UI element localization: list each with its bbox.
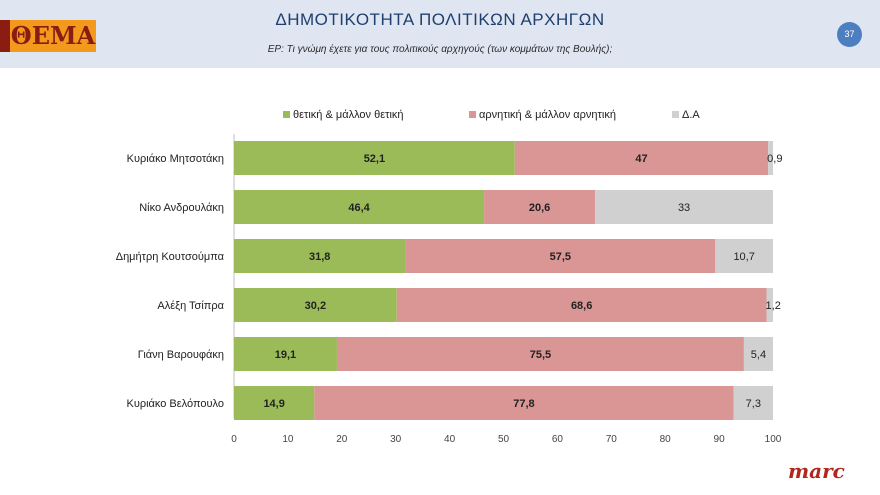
- logo-text: ΘΕΜΑ: [10, 21, 96, 50]
- category-label: Γιάνη Βαρουφάκη: [138, 349, 224, 361]
- question-subtitle: ΕΡ: Τι γνώμη έχετε για τους πολιτικούς α…: [267, 44, 613, 55]
- x-tick-label: 80: [660, 434, 672, 445]
- data-label: 77,8: [513, 398, 534, 410]
- bar-segment: [405, 239, 716, 273]
- data-label: 10,7: [733, 251, 754, 263]
- logo-side-stripe: [0, 20, 10, 52]
- bar-segment: [768, 141, 773, 175]
- data-label: 0,9: [767, 153, 782, 165]
- data-label: 30,2: [305, 300, 326, 312]
- legend-swatch: [283, 111, 290, 118]
- x-tick-label: 70: [606, 434, 618, 445]
- bar-segment: [234, 386, 315, 420]
- legend-swatch: [469, 111, 476, 118]
- bar-segment: [484, 190, 596, 224]
- page-title: ΔΗΜΟΤΙΚΟΤΗΤΑ ΠΟΛΙΤΙΚΩΝ ΑΡΧΗΓΩΝ: [275, 10, 605, 29]
- bar-segment: [234, 288, 397, 322]
- bar-segment: [743, 337, 773, 371]
- category-label: Κυριάκο Μητσοτάκη: [127, 153, 224, 165]
- x-tick-label: 0: [231, 434, 237, 445]
- data-label: 33: [678, 202, 690, 214]
- logo: ΘΕΜΑ: [0, 20, 96, 52]
- data-label: 47: [635, 153, 647, 165]
- data-label: 75,5: [530, 349, 551, 361]
- category-label: Δημήτρη Κουτσούμπα: [116, 251, 225, 263]
- data-label: 7,3: [746, 398, 761, 410]
- bar-segment: [595, 190, 773, 224]
- category-label: Κυριάκο Βελόπουλο: [126, 398, 224, 410]
- x-tick-label: 90: [714, 434, 726, 445]
- bar-segment: [733, 386, 773, 420]
- data-label: 19,1: [275, 349, 296, 361]
- x-tick-label: 50: [498, 434, 510, 445]
- data-label: 46,4: [348, 202, 370, 214]
- bar-segment: [715, 239, 773, 273]
- data-label: 31,8: [309, 251, 330, 263]
- data-label: 57,5: [550, 251, 571, 263]
- page-number-badge: 37: [837, 22, 862, 47]
- legend-label: θετική & μάλλον θετική: [293, 109, 404, 121]
- bar-segment: [234, 141, 515, 175]
- legend-swatch: [672, 111, 679, 118]
- legend-label: Δ.Α: [682, 109, 700, 121]
- x-tick-label: 10: [282, 434, 294, 445]
- bar-segment: [314, 386, 734, 420]
- x-tick-label: 60: [552, 434, 564, 445]
- x-tick-label: 40: [444, 434, 456, 445]
- bar-segment: [396, 288, 767, 322]
- brand-logo: marc: [788, 459, 845, 483]
- x-tick-label: 30: [390, 434, 402, 445]
- data-label: 20,6: [529, 202, 550, 214]
- x-tick-label: 20: [336, 434, 348, 445]
- data-label: 52,1: [364, 153, 385, 165]
- legend-label: αρνητική & μάλλον αρνητική: [479, 109, 616, 121]
- bar-segment: [514, 141, 769, 175]
- bar-segment: [766, 288, 773, 322]
- bar-segment: [336, 337, 744, 371]
- bar-segment: [234, 239, 406, 273]
- header-band: ΘΕΜΑ ΔΗΜΟΤΙΚΟΤΗΤΑ ΠΟΛΙΤΙΚΩΝ ΑΡΧΗΓΩΝ ΕΡ: …: [0, 0, 880, 68]
- data-label: 1,2: [766, 300, 781, 312]
- category-label: Νίκο Ανδρουλάκη: [139, 202, 224, 214]
- bar-segment: [234, 337, 337, 371]
- bar-segment: [234, 190, 485, 224]
- data-label: 68,6: [571, 300, 592, 312]
- x-tick-label: 100: [765, 434, 782, 445]
- data-label: 14,9: [263, 398, 284, 410]
- category-label: Αλέξη Τσίπρα: [157, 300, 224, 312]
- data-label: 5,4: [751, 349, 766, 361]
